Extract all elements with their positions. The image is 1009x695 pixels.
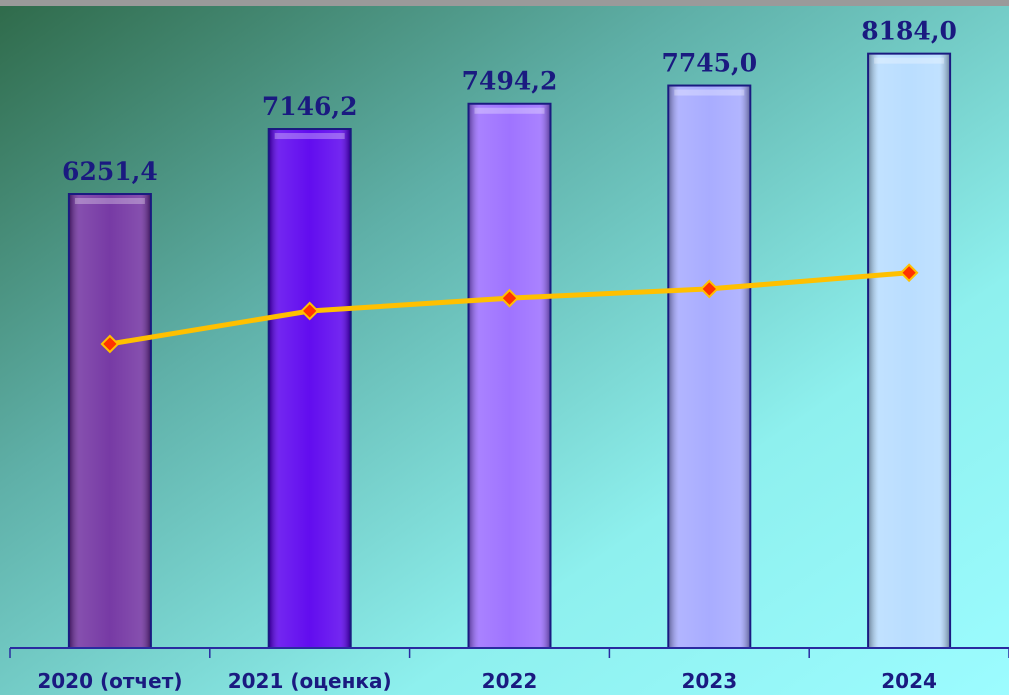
line-marker — [699, 279, 719, 299]
top-border — [0, 0, 1009, 6]
bar-cap — [474, 107, 545, 114]
bar-shine — [69, 195, 150, 647]
line-marker — [300, 301, 320, 321]
bar-shine — [469, 104, 550, 648]
x-tick-label: 2021 (оценка) — [228, 669, 392, 693]
value-label: 6251,4 — [62, 157, 158, 186]
x-tick-label: 2020 (отчет) — [37, 669, 182, 693]
line-marker — [500, 288, 519, 308]
value-label: 7745,0 — [661, 49, 757, 78]
line-marker — [899, 263, 919, 283]
x-tick-label: 2024 — [881, 669, 937, 693]
x-tick-label: 2023 — [681, 669, 737, 693]
bar-cap — [874, 57, 945, 64]
bar-cap — [274, 133, 345, 140]
bar-shine — [669, 86, 750, 647]
bar-cap — [674, 89, 745, 96]
x-tick-label: 2022 — [482, 669, 538, 693]
bar-cap — [74, 198, 145, 205]
value-label: 8184,0 — [861, 17, 957, 46]
bar-shine — [269, 130, 350, 648]
bar-shine — [869, 54, 950, 647]
value-label: 7494,2 — [462, 67, 558, 96]
value-label: 7146,2 — [262, 92, 358, 121]
line-marker — [100, 334, 120, 354]
